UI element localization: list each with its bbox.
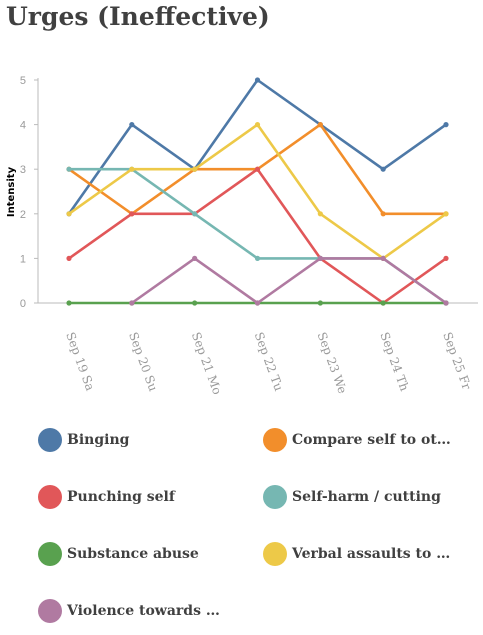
y-axis-label: Intensity [6,166,17,217]
x-tick-label: Sep 21 Mo [189,330,225,396]
series-line [68,123,447,260]
legend-item[interactable]: Punching self [38,484,175,510]
data-point [254,77,261,83]
y-tick-label: 1 [20,253,26,265]
legend-label: Violence towards … [67,603,220,619]
legend-label: Substance abuse [67,546,199,562]
data-point [443,122,449,128]
data-point [192,166,198,172]
data-point [443,300,449,306]
data-point [192,211,198,217]
data-point [443,211,449,217]
chart-title: Urges (Ineffective) [6,2,270,31]
data-point [66,211,72,217]
data-point [66,166,72,172]
legend-label: Verbal assaults to … [292,546,451,562]
legend-label: Compare self to ot… [292,432,451,448]
y-tick-label: 2 [20,209,26,221]
data-point [129,122,135,128]
y-tick-label: 5 [20,75,26,87]
legend-swatch [263,485,287,509]
legend-item[interactable]: Verbal assaults to … [263,541,450,567]
data-point [254,166,261,172]
data-point [192,300,198,306]
y-tick-label: 4 [20,120,26,132]
data-point [317,211,323,217]
data-point [66,255,72,261]
data-point [192,255,198,261]
legend-item[interactable]: Binging [38,427,129,453]
series-line [69,167,447,305]
legend-label: Self-harm / cutting [292,489,441,505]
legend-swatch [263,542,287,566]
x-tick-label: Sep 20 Su [126,330,160,393]
x-tick-label: Sep 23 We [315,330,350,395]
data-point [443,255,449,261]
data-point [254,255,261,261]
data-point [317,122,323,128]
series-line [68,167,447,305]
data-point [317,255,323,261]
legend-item[interactable]: Self-harm / cutting [263,484,441,510]
data-point [129,166,135,172]
data-point [129,300,135,306]
data-point [380,166,386,172]
legend-item[interactable]: Compare self to ot… [263,427,451,453]
legend-swatch [38,542,62,566]
plot-area [66,77,449,306]
x-tick-label: Sep 24 Th [377,330,411,393]
legend-label: Punching self [67,489,175,505]
data-point [254,122,261,128]
x-tick-label: Sep 25 Fr [440,330,474,391]
legend-item[interactable]: Violence towards … [38,598,220,624]
data-point [317,300,323,306]
y-tick-label: 0 [20,298,26,310]
data-point [380,255,386,261]
y-tick-label: 3 [20,164,26,176]
legend-item[interactable]: Substance abuse [38,541,199,567]
x-tick-label: Sep 22 Tu [252,330,286,393]
data-point [129,211,135,217]
legend-swatch [38,485,62,509]
legend: Binging Compare self to ot… Punching self S… [0,410,483,635]
axes: 0 1 2 3 4 5 Sep 19 Sa Sep 20 Su Sep 21 Mo Sep 22 … [20,75,478,397]
legend-swatch [38,428,62,452]
x-tick-label: Sep 19 Sa [63,330,97,392]
legend-swatch [263,428,287,452]
series-line [67,78,447,215]
data-point [254,300,261,306]
data-point [380,211,386,217]
data-point [380,300,386,306]
series-line [131,257,447,305]
line-chart: Intensity 0 1 2 3 4 5 Sep 19 Sa Sep 20 Su Sep 21… [6,75,478,397]
legend-swatch [38,599,62,623]
data-point [66,300,72,306]
legend-label: Binging [67,432,130,448]
